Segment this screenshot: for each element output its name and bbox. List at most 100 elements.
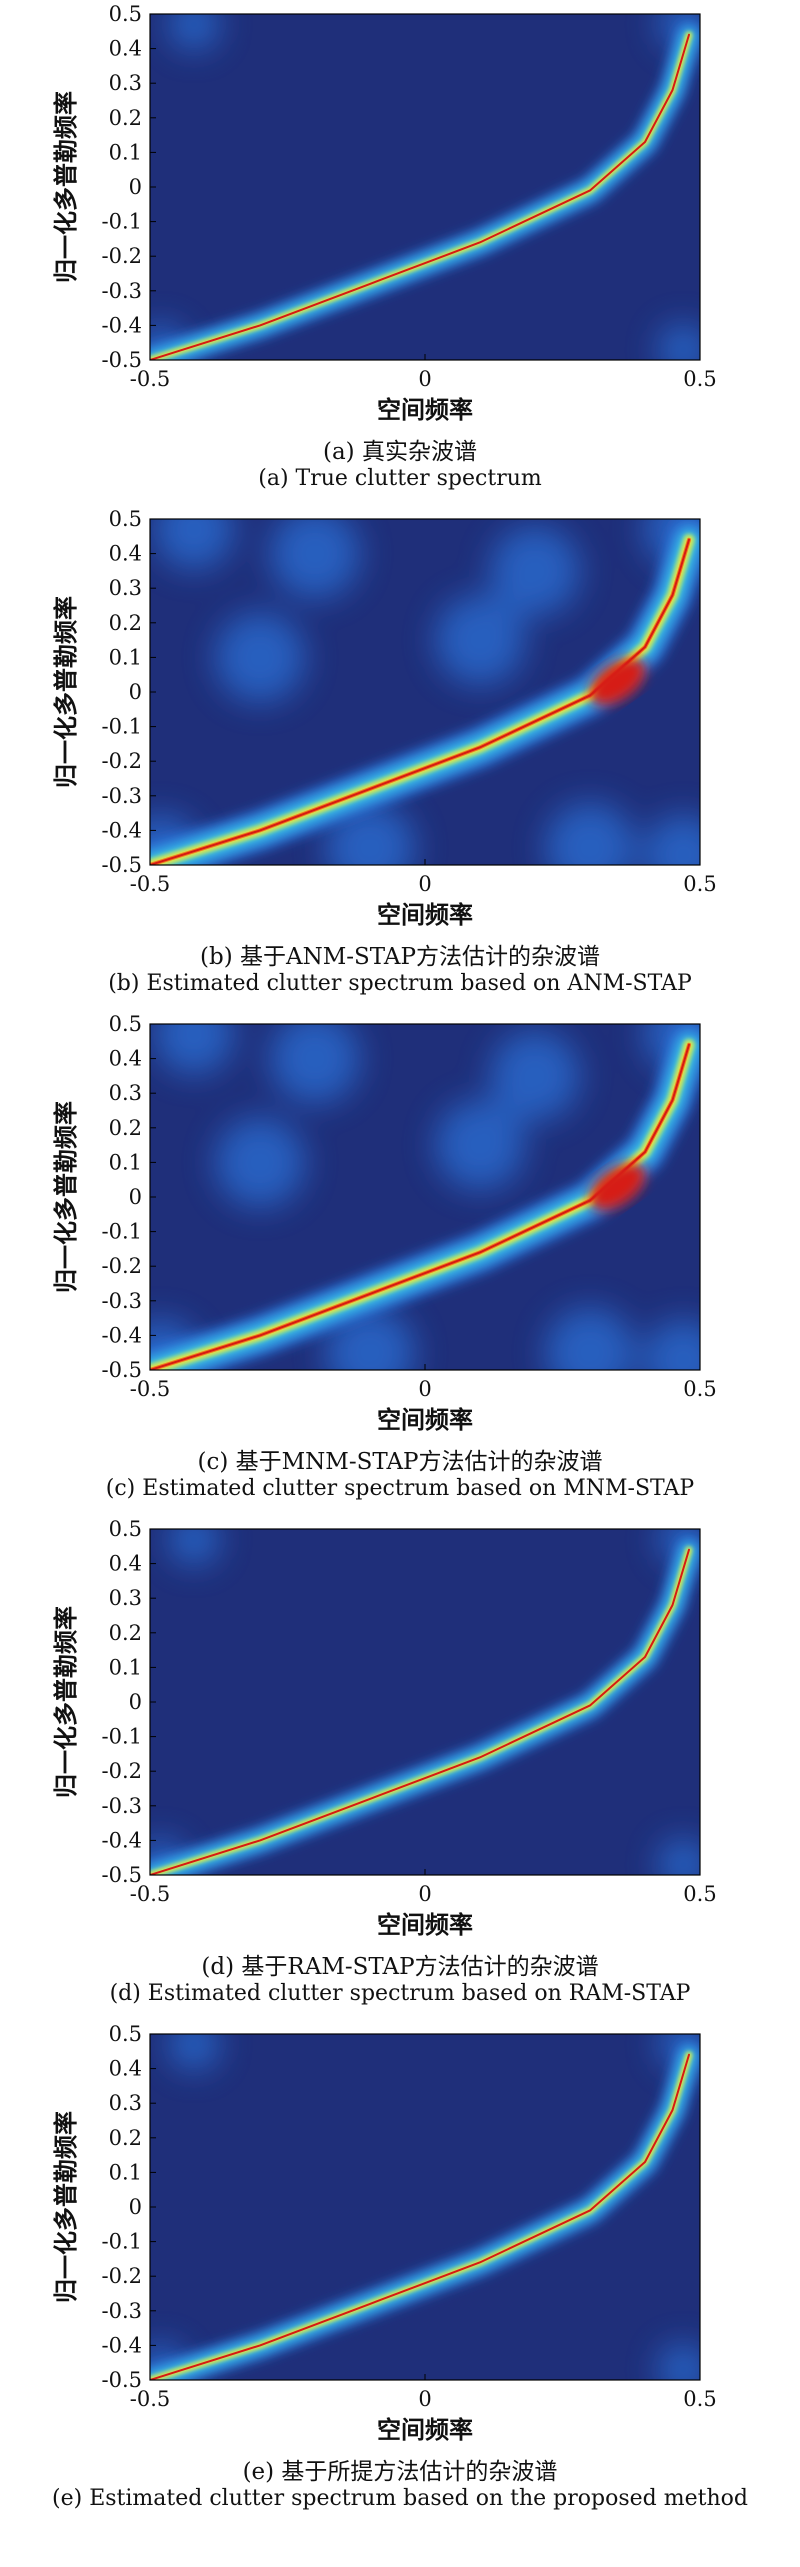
x-tick-label: -0.5 <box>130 1882 171 1906</box>
y-tick-label: 0.5 <box>109 2022 142 2046</box>
caption-cn: (e) 基于所提方法估计的杂波谱 <box>242 2459 558 2485</box>
x-tick-label: 0.5 <box>683 367 716 391</box>
y-tick-label: 0.1 <box>109 645 142 669</box>
heatmap-lobe <box>545 1307 635 1370</box>
y-tick-label: 0.4 <box>109 542 142 566</box>
heatmap-corner-glow <box>154 1024 234 1075</box>
y-tick-label: 0.5 <box>109 507 142 531</box>
y-tick-label: 0.2 <box>109 611 142 635</box>
y-tick-label: -0.4 <box>102 313 143 337</box>
y-tick-label: -0.1 <box>102 1725 143 1749</box>
heatmap-area <box>150 1024 700 1370</box>
heatmap-lobe <box>545 802 635 865</box>
y-tick-label: 0.2 <box>109 1621 142 1645</box>
heatmap-corner-glow <box>168 2034 220 2071</box>
y-tick-label: 0.3 <box>109 71 142 95</box>
y-tick-label: -0.3 <box>102 784 143 808</box>
y-tick-label: -0.4 <box>102 2333 143 2357</box>
y-tick-label: -0.5 <box>102 1863 143 1887</box>
heatmap-background <box>150 1529 700 1875</box>
heatmap-lobe <box>215 1117 305 1208</box>
y-tick-label: -0.3 <box>102 1794 143 1818</box>
y-tick-label: -0.5 <box>102 853 143 877</box>
x-tick-label: 0 <box>418 1882 431 1906</box>
x-tick-label: 0 <box>418 2387 431 2411</box>
y-tick-label: 0.5 <box>109 1517 142 1541</box>
y-tick-label: -0.5 <box>102 2368 143 2392</box>
chart-panel-d: 0.5 0.4 0.3 0.2 0.1 0 -0.1 -0.2 -0.3 -0.4 -0.5 -0.5… <box>0 1515 800 2015</box>
x-axis-label: 空间频率 <box>377 396 473 424</box>
clutter-ridge <box>150 2053 690 2380</box>
heatmap-lobe <box>270 519 360 599</box>
x-axis-label: 空间频率 <box>377 901 473 929</box>
y-tick-label: 0.1 <box>109 1655 142 1679</box>
clutter-ridge <box>150 1043 690 1370</box>
y-tick-label: 0 <box>129 2195 142 2219</box>
chart-svg-e: 0.5 0.4 0.3 0.2 0.1 0 -0.1 -0.2 -0.3 -0.4 -0.5-0.5… <box>52 2022 717 2444</box>
heatmap-corner-glow <box>154 519 234 570</box>
y-tick-label: -0.5 <box>102 1358 143 1382</box>
y-tick-label: -0.1 <box>102 715 143 739</box>
y-tick-label: -0.4 <box>102 1828 143 1852</box>
heatmap-corner-glow <box>168 14 220 51</box>
heatmap-background <box>150 2034 700 2380</box>
clutter-hotspot <box>589 658 646 706</box>
chart-panel-e: 0.5 0.4 0.3 0.2 0.1 0 -0.1 -0.2 -0.3 -0.4 -0.5 -0.5… <box>0 2020 800 2520</box>
heatmap-corner-glow <box>643 1319 700 1370</box>
y-tick-label: -0.1 <box>102 1220 143 1244</box>
x-tick-label: -0.5 <box>130 367 171 391</box>
y-tick-label: 0.4 <box>109 1047 142 1071</box>
y-tick-label: -0.2 <box>102 244 143 268</box>
chart-svg-c: 0.5 0.4 0.3 0.2 0.1 0 -0.1 -0.2 -0.3 -0.4 -0.5-0.5… <box>52 1012 717 1434</box>
caption-en: (e) Estimated clutter spectrum based on … <box>52 2486 748 2511</box>
heatmap-area <box>150 14 700 360</box>
y-tick-label: 0.1 <box>109 140 142 164</box>
y-tick-label: 0.3 <box>109 576 142 600</box>
heatmap-lobe <box>270 1024 360 1104</box>
caption-cn: (c) 基于MNM-STAP方法估计的杂波谱 <box>197 1449 603 1475</box>
x-axis-label: 空间频率 <box>377 1911 473 1939</box>
y-tick-label: 0 <box>129 1185 142 1209</box>
clutter-ridge <box>150 1548 690 1875</box>
x-tick-label: 0 <box>418 1377 431 1401</box>
y-axis-label: 归一化多普勒频率 <box>52 2111 80 2303</box>
chart-panel-a: 0.5 0.4 0.3 0.2 0.1 0 -0.1 -0.2 -0.3 -0.4 -0.5 -0.5… <box>0 0 800 500</box>
heatmap-lobe <box>435 1100 525 1191</box>
caption-cn: (a) 真实杂波谱 <box>323 439 477 465</box>
y-tick-label: -0.1 <box>102 210 143 234</box>
y-tick-label: 0.4 <box>109 37 142 61</box>
y-tick-label: -0.1 <box>102 2230 143 2254</box>
y-tick-label: -0.2 <box>102 2264 143 2288</box>
heatmap-area <box>150 1529 700 1875</box>
heatmap-corner-glow <box>657 323 700 360</box>
caption-cn: (b) 基于ANM-STAP方法估计的杂波谱 <box>200 944 600 970</box>
y-tick-label: 0.1 <box>109 1150 142 1174</box>
heatmap-lobe <box>490 525 580 616</box>
caption-en: (a) True clutter spectrum <box>258 466 542 491</box>
heatmap-glow <box>150 1024 700 1370</box>
y-axis-label: 归一化多普勒频率 <box>52 1101 80 1293</box>
clutter-ridge <box>150 538 690 865</box>
y-tick-label: 0.5 <box>109 2 142 26</box>
heatmap-area <box>150 519 700 865</box>
heatmap-corner-glow <box>643 814 700 865</box>
y-tick-label: 0.5 <box>109 1012 142 1036</box>
x-tick-label: 0 <box>418 367 431 391</box>
caption-en: (b) Estimated clutter spectrum based on … <box>108 971 692 996</box>
y-tick-label: -0.2 <box>102 749 143 773</box>
caption-en: (d) Estimated clutter spectrum based on … <box>109 1981 691 2006</box>
y-tick-label: 0.1 <box>109 2160 142 2184</box>
caption-cn: (d) 基于RAM-STAP方法估计的杂波谱 <box>201 1954 599 1980</box>
x-tick-label: 0.5 <box>683 2387 716 2411</box>
y-axis-label: 归一化多普勒频率 <box>52 596 80 788</box>
y-tick-label: -0.3 <box>102 2299 143 2323</box>
chart-svg-a: 0.5 0.4 0.3 0.2 0.1 0 -0.1 -0.2 -0.3 -0.4 -0.5-0.5… <box>52 2 717 424</box>
heatmap-background <box>150 14 700 360</box>
clutter-hotspot <box>589 1163 646 1211</box>
x-tick-label: 0.5 <box>683 1377 716 1401</box>
heatmap-lobe <box>490 1030 580 1121</box>
y-tick-label: 0.2 <box>109 2126 142 2150</box>
x-tick-label: 0 <box>418 872 431 896</box>
heatmap-corner-glow <box>657 1838 700 1875</box>
y-axis-label: 归一化多普勒频率 <box>52 1606 80 1798</box>
